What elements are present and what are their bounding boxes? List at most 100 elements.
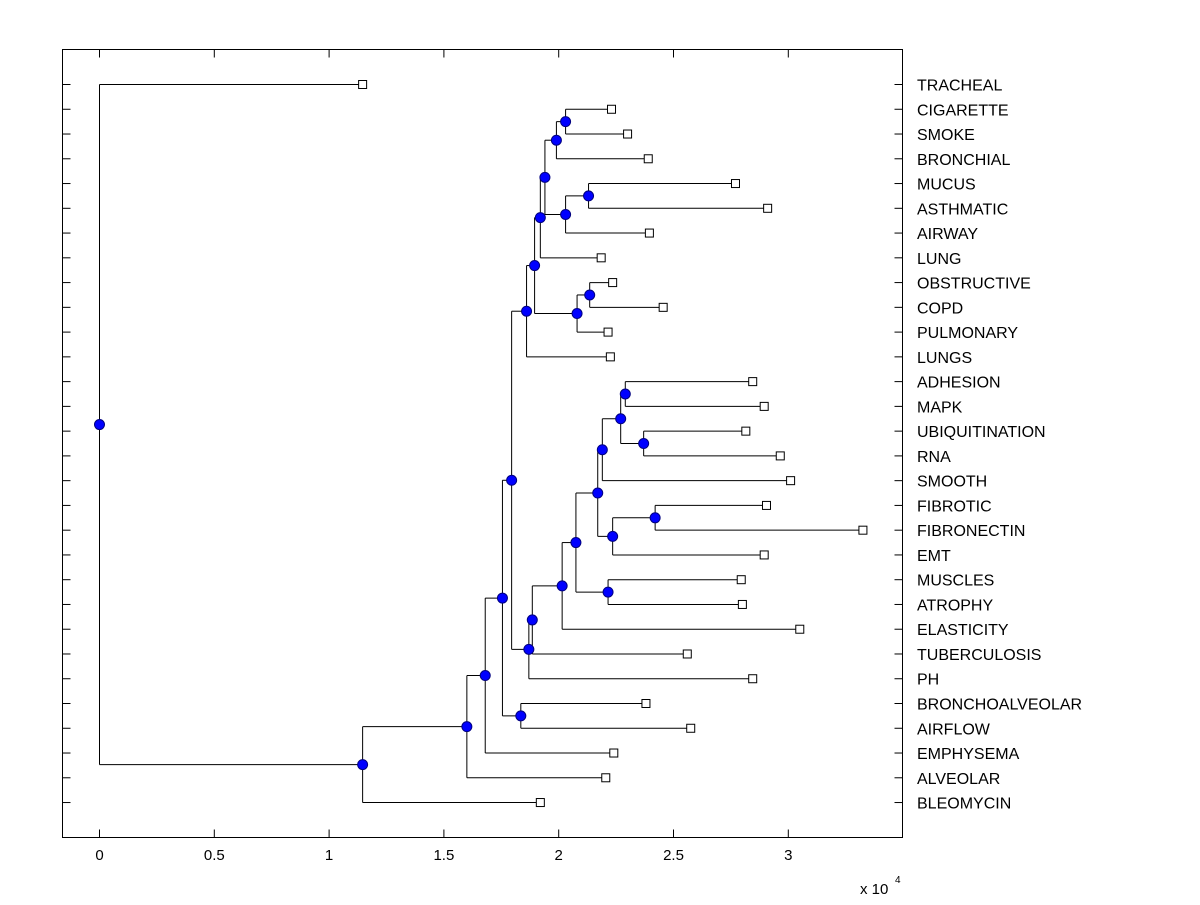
leaf-label-rna: RNA — [917, 449, 951, 466]
leaf-label-elasticity: ELASTICITY — [917, 622, 1009, 639]
x-tick-label: 1 — [325, 847, 333, 864]
leaf-marker-emphysema — [609, 748, 619, 758]
leaf-marker-fibrotic — [761, 500, 771, 510]
leaf-marker-rna — [775, 451, 785, 461]
leaf-marker-lungs — [605, 352, 615, 362]
merge-node — [615, 413, 627, 425]
leaf-label-atrophy: ATROPHY — [917, 597, 993, 614]
leaf-label-emt: EMT — [917, 548, 951, 565]
leaf-label-lungs: LUNGS — [917, 350, 972, 367]
leaf-marker-obstructive — [608, 278, 618, 288]
merge-node — [515, 710, 527, 722]
merge-node — [534, 212, 546, 224]
leaf-marker-alveolar — [601, 773, 611, 783]
merge-node — [479, 670, 491, 682]
leaf-label-emphysema: EMPHYSEMA — [917, 746, 1020, 763]
merge-node — [592, 487, 604, 499]
x-axis-multiplier: x 10 4 — [860, 875, 901, 898]
leaf-marker-asthmatic — [763, 203, 773, 213]
leaf-label-mapk: MAPK — [917, 399, 963, 416]
leaf-marker-fibronectin — [858, 525, 868, 535]
merge-node — [560, 208, 572, 220]
merge-node — [523, 643, 535, 655]
y-axis-ticks — [62, 84, 903, 804]
leaf-label-ubiquitination: UBIQUITINATION — [917, 424, 1046, 441]
merge-node — [607, 530, 619, 542]
leaf-marker-tracheal — [358, 80, 368, 89]
leaf-marker-cigarette — [607, 104, 617, 114]
merge-node — [357, 759, 369, 771]
merge-node — [539, 171, 551, 183]
leaf-label-pulmonary: PULMONARY — [917, 325, 1018, 342]
leaf-marker-elasticity — [795, 624, 805, 634]
leaf-label-lung: LUNG — [917, 251, 961, 268]
leaf-label-airflow: AIRFLOW — [917, 721, 991, 738]
merge-node — [571, 308, 583, 320]
merge-node — [94, 419, 105, 431]
leaf-marker-emt — [759, 550, 769, 560]
x-axis-ticks: 0 0.5 1 1.5 2 2.5 3 — [95, 49, 792, 864]
leaf-label-bronchial: BRONCHIAL — [917, 152, 1010, 169]
x-tick-label: 2 — [555, 847, 563, 864]
leaf-label-tracheal: TRACHEAL — [917, 78, 1002, 95]
leaf-label-smoke: SMOKE — [917, 127, 975, 144]
leaf-label-copd: COPD — [917, 300, 963, 317]
leaf-label-bleomycin: BLEOMYCIN — [917, 796, 1011, 813]
leaf-marker-smoke — [623, 129, 633, 139]
leaf-label-adhesion: ADHESION — [917, 375, 1001, 392]
leaf-marker-pulmonary — [603, 327, 613, 337]
leaf-marker-copd — [658, 302, 668, 312]
leaf-labels: TRACHEAL CIGARETTE SMOKE BRONCHIAL MUCUS ASTH… — [917, 78, 1082, 813]
leaf-label-muscles: MUSCLES — [917, 573, 994, 590]
x-tick-label: 2.5 — [663, 847, 684, 864]
leaf-marker-bronchoalveolar — [641, 699, 651, 708]
leaf-label-smooth: SMOOTH — [917, 474, 987, 491]
leaf-marker-ph — [748, 674, 758, 684]
leaf-label-bronchoalveolar: BRONCHOALVEOLAR — [917, 697, 1082, 714]
merge-node — [461, 721, 473, 733]
leaf-label-obstructive: OBSTRUCTIVE — [917, 276, 1031, 293]
merge-node — [596, 444, 608, 456]
x-tick-label: 0 — [95, 847, 103, 864]
leaf-marker-atrophy — [737, 599, 747, 609]
leaf-marker-ubiquitination — [741, 426, 751, 436]
plot-frame — [62, 49, 903, 838]
leaf-label-fibronectin: FIBRONECTIN — [917, 523, 1025, 540]
leaf-label-airway: AIRWAY — [917, 226, 978, 243]
merge-node — [521, 305, 533, 317]
merge-node — [583, 190, 595, 202]
x-tick-label: 3 — [784, 847, 792, 864]
leaf-marker-lung — [596, 253, 606, 263]
leaf-marker-mapk — [759, 401, 769, 411]
leaf-label-tuberculosis: TUBERCULOSIS — [917, 647, 1041, 664]
leaf-label-asthmatic: ASTHMATIC — [917, 201, 1008, 218]
leaf-label-mucus: MUCUS — [917, 177, 976, 194]
x-multiplier-exponent: 4 — [895, 875, 901, 886]
leaf-marker-airway — [644, 228, 654, 238]
leaf-marker-tuberculosis — [682, 649, 692, 659]
merge-node — [526, 614, 538, 626]
leaf-marker-smooth — [786, 476, 796, 486]
merge-node — [560, 116, 572, 128]
x-tick-label: 0.5 — [204, 847, 225, 864]
leaf-label-ph: PH — [917, 672, 939, 689]
leaf-marker-bronchial — [643, 154, 653, 164]
merge-node — [550, 134, 562, 146]
merge-node — [602, 586, 614, 598]
x-tick-label: 1.5 — [433, 847, 454, 864]
tree-branches — [94, 80, 868, 808]
leaf-label-cigarette: CIGARETTE — [917, 102, 1009, 119]
merge-node — [570, 537, 582, 549]
leaf-marker-bleomycin — [535, 798, 545, 808]
leaf-marker-muscles — [736, 575, 746, 585]
merge-node — [506, 474, 518, 486]
leaf-marker-airflow — [686, 723, 696, 733]
merge-node — [556, 580, 568, 592]
leaf-label-alveolar: ALVEOLAR — [917, 771, 1000, 788]
merge-node — [649, 512, 661, 524]
x-multiplier-base: x 10 — [860, 881, 888, 898]
merge-node — [496, 592, 508, 604]
merge-node — [529, 260, 541, 272]
